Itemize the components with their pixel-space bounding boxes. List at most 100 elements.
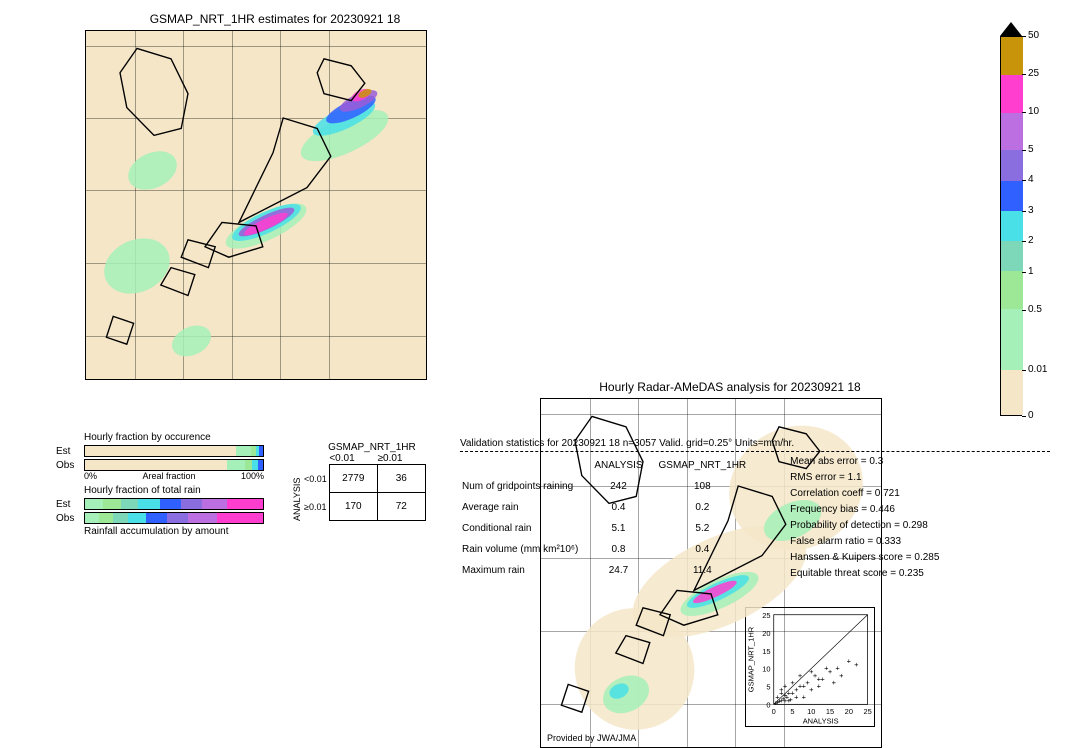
metric-row: Mean abs error = 0.3 xyxy=(790,454,939,470)
colorbar-segment xyxy=(1001,370,1023,415)
validation-metrics: Mean abs error = 0.3RMS error = 1.1Corre… xyxy=(790,454,939,582)
colorbar-label: 0 xyxy=(1028,410,1034,421)
contingency-table: 277936 17072 xyxy=(329,464,426,521)
gsmap-map-box: 25°N30°N35°N40°N45°N125°E130°E135°E140°E… xyxy=(85,30,427,380)
ct-cell-10: 170 xyxy=(329,493,377,521)
metric-row: Hanssen & Kuipers score = 0.285 xyxy=(790,550,939,566)
hf-segment xyxy=(217,513,263,523)
hf-segment xyxy=(188,513,216,523)
colorbar-arrow-icon xyxy=(1000,22,1022,36)
gsmap-title: GSMAP_NRT_1HR estimates for 20230921 18 xyxy=(85,12,465,26)
vt-row-b: 5.2 xyxy=(659,519,761,538)
gsmap-map-panel: GSMAP_NRT_1HR estimates for 20230921 18 … xyxy=(85,12,465,380)
hf-axis-mid: Areal fraction xyxy=(142,471,195,481)
ct-row-label-0: <0.01 xyxy=(304,474,327,484)
metric-row: False alarm ratio = 0.333 xyxy=(790,534,939,550)
hf-obs-label: Obs xyxy=(56,460,78,471)
validation-table: ANALYSISGSMAP_NRT_1HR Num of gridpoints … xyxy=(460,454,762,582)
metric-row: Correlation coeff = 0.721 xyxy=(790,486,939,502)
colorbar-label: 50 xyxy=(1028,30,1039,41)
ct-ylabel: ANALYSIS xyxy=(292,465,302,521)
colorbar-label: 1 xyxy=(1028,266,1034,277)
colorbar-segment xyxy=(1001,271,1023,309)
ct-row-label-1: ≥0.01 xyxy=(304,502,327,512)
vt-row-a: 24.7 xyxy=(594,561,656,580)
vt-row-label: Conditional rain xyxy=(462,519,592,538)
vt-row-b: 0.2 xyxy=(659,498,761,517)
hf-title-accum: Rainfall accumulation by amount xyxy=(84,526,284,537)
hf-segment xyxy=(103,499,121,509)
colorbar-label: 3 xyxy=(1028,205,1034,216)
hf-segment xyxy=(85,446,236,456)
radar-title: Hourly Radar-AMeDAS analysis for 2023092… xyxy=(540,380,920,394)
vt-row-b: 0.4 xyxy=(659,540,761,559)
colorbar: 502510543210.50.010 xyxy=(1000,36,1068,416)
colorbar-label: 10 xyxy=(1028,106,1039,117)
hf-segment xyxy=(138,499,159,509)
vt-row-label: Num of gridpoints raining xyxy=(462,477,592,496)
hf-axis-right: 100% xyxy=(241,471,264,481)
hf-segment xyxy=(227,460,245,470)
hf-segment xyxy=(236,446,250,456)
colorbar-segment xyxy=(1001,211,1023,241)
ct-col-label-0: <0.01 xyxy=(318,453,366,464)
hf-title-occurrence: Hourly fraction by occurence xyxy=(84,432,284,443)
colorbar-segment xyxy=(1001,181,1023,211)
colorbar-label: 25 xyxy=(1028,68,1039,79)
hf-est-label2: Est xyxy=(56,499,78,510)
ct-cell-11: 72 xyxy=(377,493,425,521)
vt-row-label: Maximum rain xyxy=(462,561,592,580)
metric-row: Equitable threat score = 0.235 xyxy=(790,566,939,582)
coastline-overlay xyxy=(86,31,426,379)
colorbar-body xyxy=(1000,36,1022,416)
vt-row-label: Rain volume (mm km²10⁶) xyxy=(462,540,592,559)
hf-segment xyxy=(245,460,252,470)
metric-row: Frequency bias = 0.446 xyxy=(790,502,939,518)
metric-row: Probability of detection = 0.298 xyxy=(790,518,939,534)
hf-segment xyxy=(99,513,113,523)
hf-segment xyxy=(160,499,181,509)
colorbar-segment xyxy=(1001,150,1023,180)
colorbar-segment xyxy=(1001,37,1023,75)
hf-segment xyxy=(146,513,167,523)
hf-title-total: Hourly fraction of total rain xyxy=(84,485,284,496)
colorbar-label: 5 xyxy=(1028,144,1034,155)
contingency-panel: GSMAP_NRT_1HR <0.01 ≥0.01 ANALYSIS <0.01… xyxy=(292,442,426,521)
hf-segment xyxy=(227,499,263,509)
hf-bar-total-obs xyxy=(84,512,264,524)
vt-row-a: 5.1 xyxy=(594,519,656,538)
hf-bar-occurrence-obs xyxy=(84,459,264,471)
vt-row-b: 11.4 xyxy=(659,561,761,580)
colorbar-label: 0.5 xyxy=(1028,304,1042,315)
hf-axis-left: 0% xyxy=(84,471,97,481)
vt-row-a: 0.4 xyxy=(594,498,656,517)
hf-obs-label2: Obs xyxy=(56,513,78,524)
hf-bar-occurrence-est xyxy=(84,445,264,457)
validation-panel: Validation statistics for 20230921 18 n=… xyxy=(460,438,1050,582)
vt-row-a: 242 xyxy=(594,477,656,496)
colorbar-label: 0.01 xyxy=(1028,364,1047,375)
hf-segment xyxy=(259,446,263,456)
colorbar-label: 4 xyxy=(1028,174,1034,185)
ct-cell-00: 2779 xyxy=(329,465,377,493)
hf-segment xyxy=(85,460,227,470)
hf-segment xyxy=(113,513,127,523)
hf-segment xyxy=(181,499,202,509)
colorbar-segment xyxy=(1001,241,1023,271)
colorbar-segment xyxy=(1001,113,1023,151)
validation-divider xyxy=(460,451,1050,452)
hf-segment xyxy=(121,499,139,509)
ct-cell-01: 36 xyxy=(377,465,425,493)
vt-col1: ANALYSIS xyxy=(594,456,656,475)
hf-segment xyxy=(202,499,227,509)
vt-row-label: Average rain xyxy=(462,498,592,517)
hf-segment xyxy=(258,460,263,470)
colorbar-segment xyxy=(1001,309,1023,369)
hf-segment xyxy=(167,513,188,523)
hf-bar-total-est xyxy=(84,498,264,510)
validation-title: Validation statistics for 20230921 18 n=… xyxy=(460,438,1050,449)
hf-segment xyxy=(85,513,99,523)
hf-segment xyxy=(85,499,103,509)
hf-segment xyxy=(128,513,146,523)
ct-col-label-1: ≥0.01 xyxy=(366,453,414,464)
